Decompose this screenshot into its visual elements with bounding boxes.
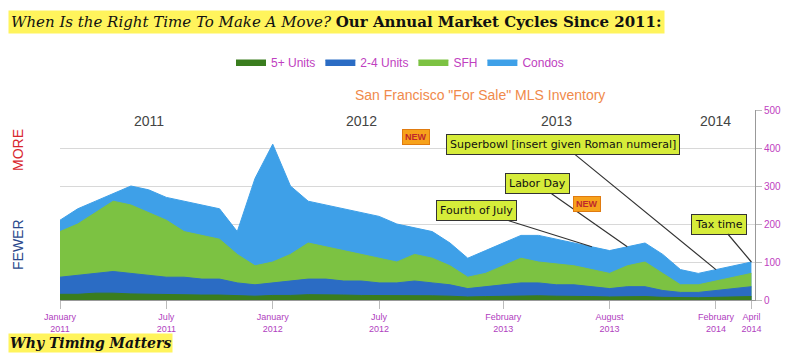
- svg-text:5+ Units: 5+ Units: [271, 56, 315, 70]
- svg-text:2014: 2014: [700, 113, 731, 129]
- svg-text:Labor Day: Labor Day: [509, 177, 566, 190]
- svg-text:500: 500: [764, 105, 781, 116]
- svg-text:2012: 2012: [346, 113, 377, 129]
- svg-text:MORE: MORE: [10, 129, 26, 171]
- svg-text:April2014: April2014: [741, 312, 761, 334]
- svg-text:Superbowl [insert given Roman: Superbowl [insert given Roman numeral]: [450, 138, 676, 151]
- svg-text:100: 100: [764, 257, 781, 268]
- svg-text:FEWER: FEWER: [10, 219, 26, 270]
- svg-text:Fourth of July: Fourth of July: [440, 204, 513, 217]
- svg-text:2013: 2013: [541, 113, 572, 129]
- svg-text:Condos: Condos: [522, 56, 563, 70]
- svg-text:200: 200: [764, 219, 781, 230]
- svg-text:Tax time: Tax time: [695, 218, 743, 231]
- svg-text:August2013: August2013: [596, 312, 625, 334]
- svg-text:NEW: NEW: [405, 132, 427, 142]
- svg-text:0: 0: [764, 295, 770, 306]
- svg-text:January2011: January2011: [44, 312, 77, 334]
- svg-text:February2013: February2013: [485, 312, 522, 334]
- svg-text:January2012: January2012: [257, 312, 290, 334]
- svg-text:300: 300: [764, 181, 781, 192]
- svg-text:NEW: NEW: [576, 199, 598, 209]
- svg-text:When Is the Right Time To Make: When Is the Right Time To Make A Move? O…: [11, 13, 662, 31]
- svg-text:400: 400: [764, 143, 781, 154]
- svg-text:Why Timing Matters: Why Timing Matters: [10, 335, 171, 351]
- svg-text:2-4 Units: 2-4 Units: [360, 56, 408, 70]
- svg-text:July2011: July2011: [157, 312, 176, 334]
- svg-text:February2014: February2014: [698, 312, 735, 334]
- svg-text:San Francisco "For Sale" MLS I: San Francisco "For Sale" MLS Inventory: [355, 87, 605, 103]
- svg-text:2011: 2011: [134, 113, 164, 129]
- svg-text:July2012: July2012: [369, 312, 389, 334]
- svg-text:SFH: SFH: [453, 56, 477, 70]
